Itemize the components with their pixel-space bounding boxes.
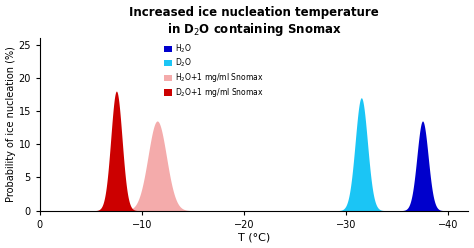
Y-axis label: Probability of ice nucleation (%): Probability of ice nucleation (%) [6, 46, 16, 202]
Legend: H$_2$O, D$_2$O, H$_2$O+1 mg/ml Snomax, D$_2$O+1 mg/ml Snomax: H$_2$O, D$_2$O, H$_2$O+1 mg/ml Snomax, D… [164, 42, 264, 100]
Title: Increased ice nucleation temperature
in D$_2$O containing Snomax: Increased ice nucleation temperature in … [129, 5, 379, 38]
X-axis label: T (°C): T (°C) [238, 232, 270, 243]
